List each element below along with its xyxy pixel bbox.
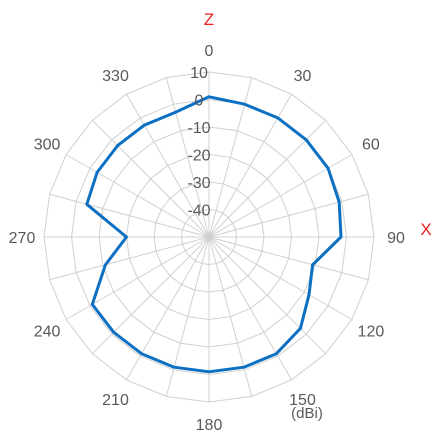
- angle-label-120: 120: [358, 324, 385, 341]
- grid-spoke: [65, 154, 210, 238]
- angle-label-90: 90: [387, 230, 405, 247]
- unit-label: (dBi): [291, 405, 323, 422]
- radial-tick-label: -10: [187, 120, 210, 137]
- grid-spoke: [65, 236, 210, 320]
- grid-spoke: [49, 193, 210, 238]
- radial-labels: 10 0 -10 -20 -30 -40: [187, 65, 210, 220]
- radial-tick-label: 10: [190, 65, 208, 82]
- angle-label-60: 60: [362, 137, 380, 154]
- grid-spoke: [208, 236, 369, 281]
- angle-label-210: 210: [102, 392, 129, 409]
- grid-spoke: [208, 236, 353, 320]
- grid-spoke: [208, 236, 327, 355]
- angle-label-30: 30: [294, 68, 312, 85]
- grid-spoke: [165, 236, 210, 397]
- grid-spoke: [165, 77, 210, 238]
- radial-tick-label: -20: [187, 148, 210, 165]
- radial-tick-label: -30: [187, 175, 210, 192]
- angle-label-330: 330: [102, 68, 129, 85]
- grid-spoke: [208, 236, 292, 381]
- grid-spoke: [126, 93, 210, 238]
- grid-spoke: [126, 236, 210, 381]
- grid-spoke: [49, 236, 210, 281]
- angle-label-150: 150: [289, 392, 316, 409]
- grid-spoke: [208, 154, 353, 238]
- series-line-1: [85, 95, 343, 374]
- radial-tick-label: 0: [195, 93, 204, 110]
- angle-label-240: 240: [34, 324, 61, 341]
- axis-name-right: X: [420, 220, 431, 239]
- angle-label-180: 180: [196, 417, 223, 432]
- grid-spoke: [91, 119, 210, 238]
- grid-spoke: [208, 236, 253, 397]
- radial-tick-label: -40: [187, 203, 210, 220]
- angle-label-300: 300: [34, 137, 61, 154]
- axis-name-top: Z: [204, 10, 214, 29]
- grid-spoke: [91, 236, 210, 355]
- angle-labels: 0 30 60 90 120 150 180 210 240 270 300 330: [9, 43, 405, 432]
- grid-spoke: [208, 193, 369, 238]
- grid-spoke: [208, 119, 327, 238]
- angle-label-0: 0: [205, 43, 214, 60]
- angle-label-270: 270: [9, 230, 36, 247]
- series-layer: [85, 95, 343, 374]
- grid-spoke: [208, 93, 292, 238]
